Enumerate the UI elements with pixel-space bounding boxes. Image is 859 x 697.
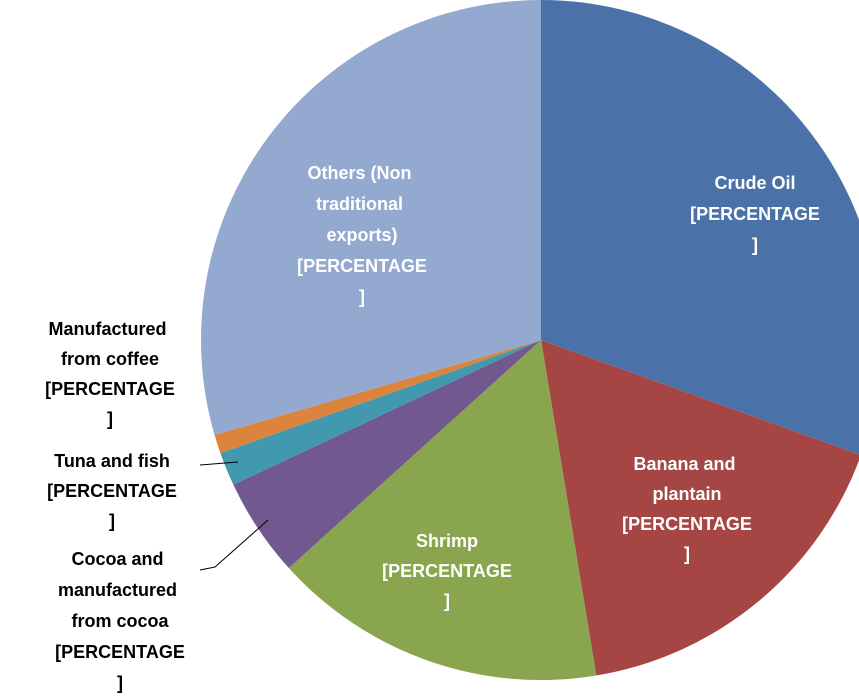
label-line: ] bbox=[752, 235, 758, 255]
label-line: ] bbox=[117, 673, 123, 693]
label-line: [PERCENTAGE bbox=[297, 256, 427, 276]
label-line: ] bbox=[359, 287, 365, 307]
label-line: plantain bbox=[652, 484, 721, 504]
label-line: [PERCENTAGE bbox=[47, 481, 177, 501]
pie-slice bbox=[214, 340, 541, 454]
slice-label: Shrimp bbox=[416, 531, 478, 551]
label-line: [PERCENTAGE bbox=[45, 379, 175, 399]
label-line: [PERCENTAGE bbox=[690, 204, 820, 224]
label-line: exports) bbox=[326, 225, 397, 245]
slice-value-label: [PERCENTAGE] bbox=[47, 481, 177, 531]
pie-slice bbox=[233, 340, 541, 569]
label-line: Crude Oil bbox=[714, 173, 795, 193]
pie-slice bbox=[541, 340, 859, 676]
label-line: Manufactured bbox=[48, 319, 171, 339]
label-line: Others (Non bbox=[307, 163, 416, 183]
label-line: ] bbox=[109, 511, 115, 531]
pie-slice bbox=[541, 0, 859, 455]
slice-label: Banana and plantain bbox=[633, 454, 740, 504]
slice-value-label: [PERCENTAGE] bbox=[55, 642, 185, 693]
slice-label: Manufactured from coffee bbox=[48, 319, 171, 369]
slice-label: Tuna and fish bbox=[54, 451, 170, 471]
label-line: ] bbox=[107, 409, 113, 429]
label-line: [PERCENTAGE bbox=[55, 642, 185, 662]
slice-value-label: [PERCENTAGE] bbox=[690, 204, 820, 255]
pie-slice bbox=[200, 0, 541, 435]
label-line: traditional bbox=[316, 194, 408, 214]
label-line: manufactured bbox=[58, 580, 182, 600]
pie-slice bbox=[288, 340, 597, 680]
pie-slice bbox=[220, 340, 541, 485]
slice-value-label: [PERCENTAGE] bbox=[297, 256, 427, 307]
slice-label: Crude Oil bbox=[714, 173, 795, 193]
label-line: ] bbox=[684, 544, 690, 564]
label-line: [PERCENTAGE bbox=[382, 561, 512, 581]
slice-label: Others (Non traditional exports) bbox=[307, 163, 416, 245]
label-line: [PERCENTAGE bbox=[622, 514, 752, 534]
label-line: ] bbox=[444, 591, 450, 611]
label-line: Cocoa and bbox=[71, 549, 168, 569]
label-line: from coffee bbox=[61, 349, 159, 369]
label-line: Tuna and fish bbox=[54, 451, 170, 471]
slice-value-label: [PERCENTAGE] bbox=[622, 514, 752, 564]
label-line: Shrimp bbox=[416, 531, 478, 551]
slice-value-label: [PERCENTAGE] bbox=[382, 561, 512, 611]
label-line: from cocoa bbox=[71, 611, 169, 631]
slice-value-label: [PERCENTAGE] bbox=[45, 379, 175, 429]
slice-label: Cocoa and manufactured from cocoa bbox=[58, 549, 182, 631]
leader-line bbox=[199, 519, 269, 571]
pie bbox=[200, 0, 859, 680]
leader-line bbox=[199, 461, 239, 466]
label-line: Banana and bbox=[633, 454, 740, 474]
